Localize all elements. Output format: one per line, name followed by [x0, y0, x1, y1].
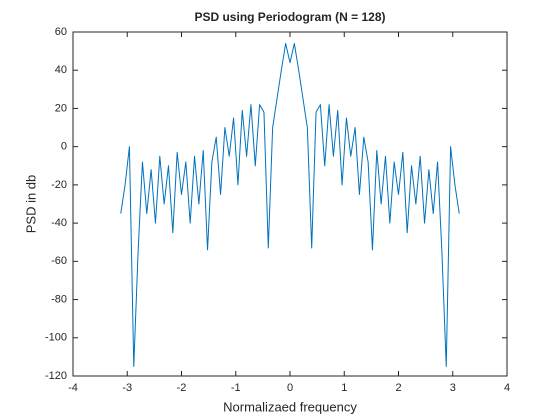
x-tick-label: 4: [504, 382, 510, 394]
y-tick-label: 20: [55, 102, 67, 114]
x-tick-label: 3: [450, 382, 456, 394]
y-tick-label: 60: [55, 26, 67, 38]
x-tick-label: -3: [122, 382, 132, 394]
y-tick-label: -120: [45, 370, 67, 382]
y-tick-label: -20: [51, 179, 67, 191]
x-tick-label: -1: [231, 382, 241, 394]
y-tick-label: 0: [61, 141, 67, 153]
y-tick-label: -60: [51, 255, 67, 267]
y-tick-label: -40: [51, 217, 67, 229]
axes-box: [72, 31, 508, 377]
data-line: [120, 42, 460, 367]
x-tick-label: 2: [395, 382, 401, 394]
chart-title: PSD using Periodogram (N = 128): [194, 10, 385, 24]
x-tick-label: -2: [177, 382, 187, 394]
y-axis-label: PSD in db: [23, 175, 38, 234]
y-tick-label: -80: [51, 293, 67, 305]
y-tick-label: 40: [55, 64, 67, 76]
y-tick-label: -100: [45, 332, 67, 344]
x-tick-label: 0: [287, 382, 293, 394]
x-tick-label: 1: [341, 382, 347, 394]
x-axis-label: Normalizaed frequency: [223, 399, 357, 414]
x-tick-label: -4: [68, 382, 78, 394]
